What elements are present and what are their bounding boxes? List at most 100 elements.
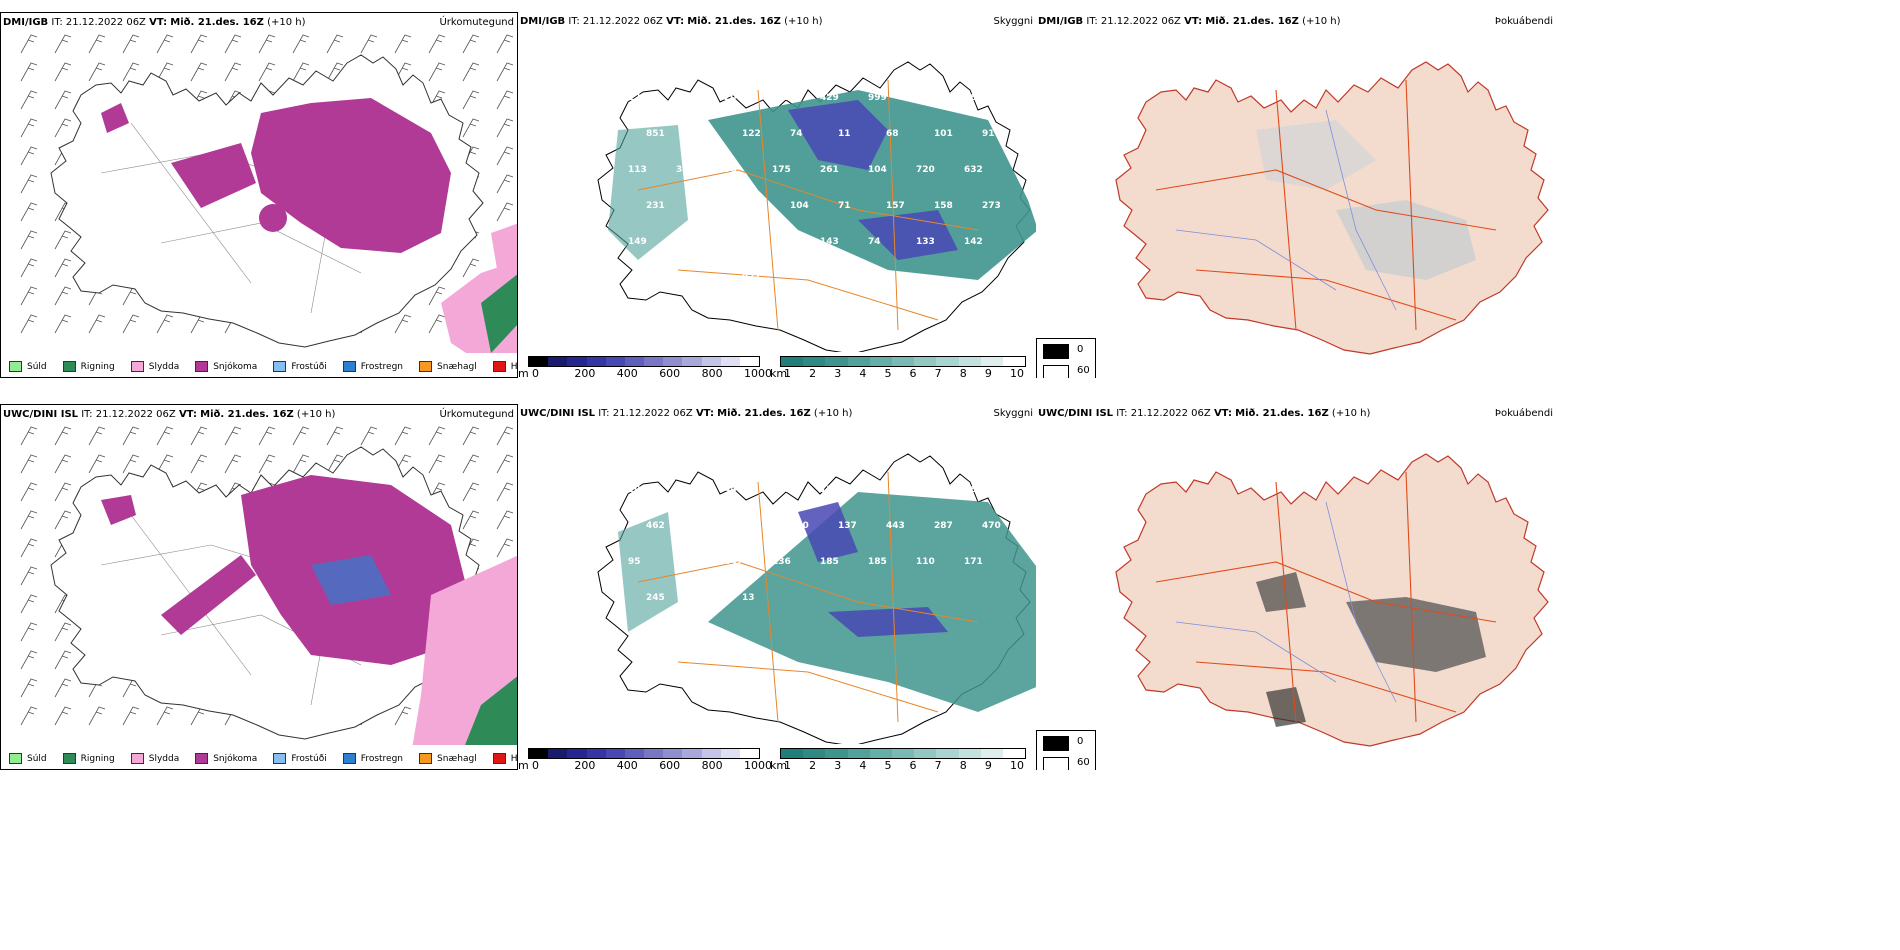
river-network [1175, 501, 1397, 703]
wind-barb-icon [88, 62, 106, 82]
legend-swatch [62, 361, 76, 372]
ceiling-value: 185 [820, 557, 839, 567]
colorbar-cell [624, 749, 645, 758]
panel-header: DMI/IGB IT: 21.12.2022 06Z VT: Mið. 21.d… [1038, 16, 1341, 27]
panel-header: UWC/DINI ISL IT: 21.12.2022 06Z VT: Mið.… [520, 408, 852, 419]
ceiling-value: 127 [694, 273, 713, 283]
visibility-area [708, 90, 1036, 280]
fog-legend-top: 0 [1077, 736, 1084, 747]
colorbar-cell [644, 749, 664, 758]
colorbar-strip [528, 356, 760, 367]
wind-barb-icon [54, 34, 72, 54]
fog-legend-bottom: 60 [1077, 365, 1090, 376]
ceiling-value: 470 [982, 521, 1001, 531]
fog-legend-swatch-black [1043, 736, 1069, 751]
sleet-area [491, 223, 517, 293]
wind-barb-icon [54, 258, 72, 278]
wind-barb-icon [462, 426, 480, 446]
legend-label: Rigning [80, 753, 115, 764]
panel-title: Úrkomutegund [439, 17, 514, 28]
ceiling-value: 140 [724, 237, 743, 247]
colorbar-cell [847, 749, 870, 758]
wind-barb-icon [122, 62, 140, 82]
ceiling-value: 277 [772, 485, 791, 495]
wind-barb-icon [428, 34, 446, 54]
ceiling-value-labels: 229 44 200 282 429 999 415 864 851 121 122 74 11 68 10… [628, 93, 1001, 283]
ceiling-value: 157 [886, 201, 905, 211]
colorbar-tick: 7 [934, 759, 942, 770]
it-label: IT: [598, 408, 610, 419]
wind-barb-icon [428, 314, 446, 334]
legend-swatch [273, 361, 287, 372]
colorbar-tick: 8 [959, 759, 967, 770]
model-name: DMI/IGB [1038, 16, 1084, 27]
legend-label: Snæhagl [437, 753, 477, 764]
snow-area [101, 495, 136, 525]
wind-barb-icon [20, 314, 38, 334]
colorbar-cell [936, 749, 959, 758]
wind-barb-icon [326, 426, 344, 446]
panel-title: Þokuábendi [1494, 408, 1553, 419]
ceiling-value: 231 [646, 201, 665, 211]
colorbar-cell [958, 749, 981, 758]
ceiling-value: 17 [646, 273, 659, 283]
wind-barb-icon [20, 622, 38, 642]
colorbar-cell [869, 357, 892, 366]
wind-barb-icon [122, 706, 140, 726]
ceiling-value: 89 [676, 237, 689, 247]
wind-barb-icon [122, 34, 140, 54]
wind-barb-icon [462, 454, 480, 474]
legend-item: Snæhagl [419, 753, 477, 764]
legend-item: Slydda [130, 753, 179, 764]
colorbar-cell [980, 357, 1003, 366]
vt-label: VT: [178, 409, 197, 420]
ceiling-value: 13 [742, 593, 755, 603]
wind-barb-icon [496, 426, 514, 446]
wind-barb-icon [20, 510, 38, 530]
colorbar-tick: 1000 [744, 759, 772, 770]
legend-label: Súld [27, 753, 47, 764]
iceland-outline [1115, 453, 1549, 747]
vt-label: VT: [1184, 16, 1203, 27]
wind-barb-icon [20, 174, 38, 194]
ceiling-value: 130 [916, 485, 935, 495]
colorbar-tick: 2 [809, 759, 817, 770]
legend-swatch [130, 753, 144, 764]
colorbar-cell [586, 357, 606, 366]
colorbar-tick: 0 [532, 759, 539, 770]
ceiling-area [788, 100, 888, 170]
ceiling-value: 104 [868, 165, 887, 175]
legend-label: Haglél [510, 361, 518, 372]
ceiling-value: 200 [724, 93, 743, 103]
it-value: 21.12.2022 06Z [582, 16, 663, 27]
colorbar-tick: 400 [616, 759, 638, 770]
wind-barb-icon [428, 426, 446, 446]
wind-barb-icon [20, 146, 38, 166]
colorbar-tick: 9 [984, 759, 992, 770]
wind-barb-icon [88, 426, 106, 446]
ceiling-value: 851 [646, 129, 665, 139]
colorbar-cell [958, 357, 981, 366]
wind-barb-icon [462, 34, 480, 54]
legend-swatch [419, 361, 433, 372]
road-network [1155, 79, 1497, 331]
ceiling-value: 74 [790, 129, 803, 139]
colorbar-cell [682, 749, 702, 758]
road-network [637, 79, 979, 331]
wind-barb-icon [224, 62, 242, 82]
legend-swatch [130, 361, 144, 372]
it-value: 21.12.2022 06Z [95, 409, 176, 420]
wind-barb-icon [292, 62, 310, 82]
vt-label: VT: [666, 16, 685, 27]
precip-panel-bottom: UWC/DINI ISL IT: 21.12.2022 06Z VT: Mið.… [0, 404, 518, 770]
wind-barb-icon [20, 566, 38, 586]
colorbar-tick: 600 [659, 367, 681, 378]
colorbar-tick: 10 [1010, 367, 1024, 378]
fog-area [1256, 572, 1306, 612]
ceiling-value: 344 [676, 165, 695, 175]
colorbar-tick: 10 [1010, 759, 1024, 770]
legend-item: Súld [9, 753, 47, 764]
snow-area [101, 103, 129, 133]
wind-barb-icon [496, 538, 514, 558]
model-name: DMI/IGB [3, 17, 49, 28]
